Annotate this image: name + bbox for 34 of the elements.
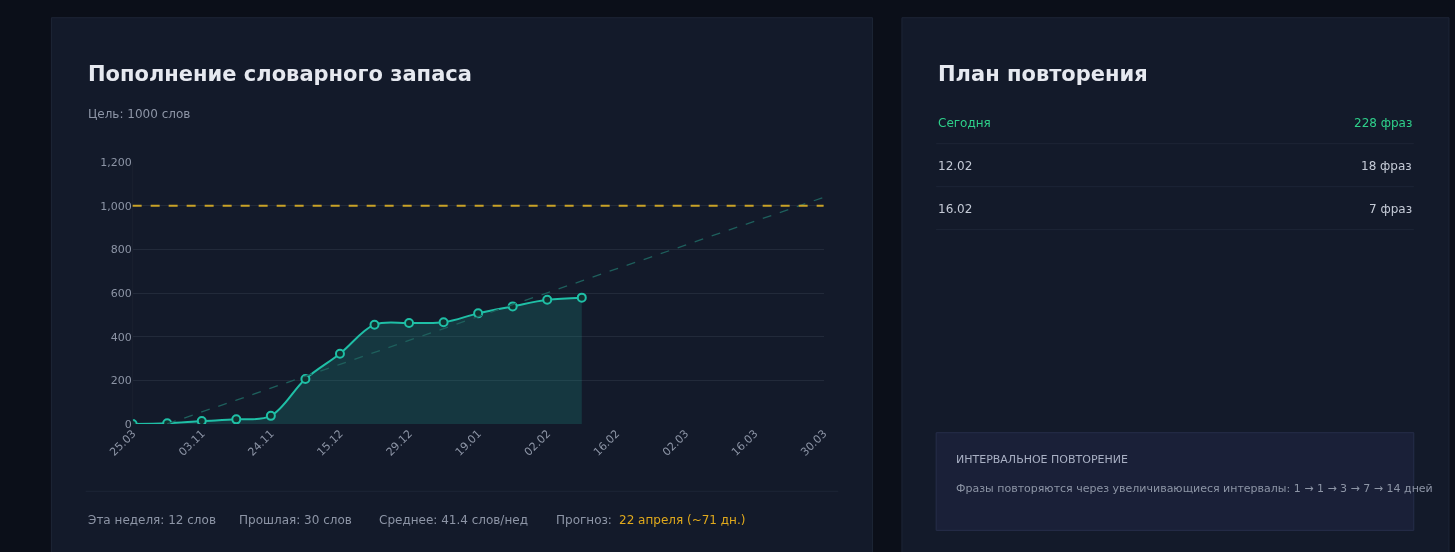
y-tick-label: 200 [110,374,132,388]
y-tick-label: 800 [110,243,132,257]
text: 22 апреля (~71 дн.) [619,513,746,527]
point [438,317,449,328]
text: 7 фраз [1369,202,1413,216]
text: Прогноз: [556,513,612,527]
y-tick-label: 400 [110,330,132,344]
y-tick-label: 600 [110,286,132,300]
point [542,294,553,305]
point [265,410,276,421]
text: План повторения [938,62,1148,86]
point [576,292,587,303]
y-tick-label: 0 [124,417,132,431]
point [231,414,242,424]
text: 228 фраз [1354,116,1413,130]
y-tick-label: 1,200 [100,156,132,170]
text: Сегодня [938,116,991,130]
point [196,416,207,424]
text: 16.02 [938,202,973,216]
y-tick-label: 1,000 [100,199,132,213]
point [473,308,484,319]
text: Среднее: 41.4 слов/нед [379,513,528,527]
point [404,317,415,328]
text: 12.02 [938,159,973,173]
text: 18 фраз [1361,159,1412,173]
text: ИНТЕРВАЛЬНОЕ ПОВТОРЕНИЕ [956,453,1129,466]
point [369,319,380,330]
point [334,348,345,359]
text: Эта неделя: 12 слов [88,513,216,527]
chart-title: Пополнение словарного запаса [88,62,472,86]
text: Фразы повторяются через увеличивающиеся интервалы: 1 → 1 → 3 → 7 → 14 дней [956,482,1433,495]
chart-subtitle: Цель: 1000 слов [88,107,191,121]
text: Прошлая: 30 слов [239,513,352,527]
point [300,374,311,384]
